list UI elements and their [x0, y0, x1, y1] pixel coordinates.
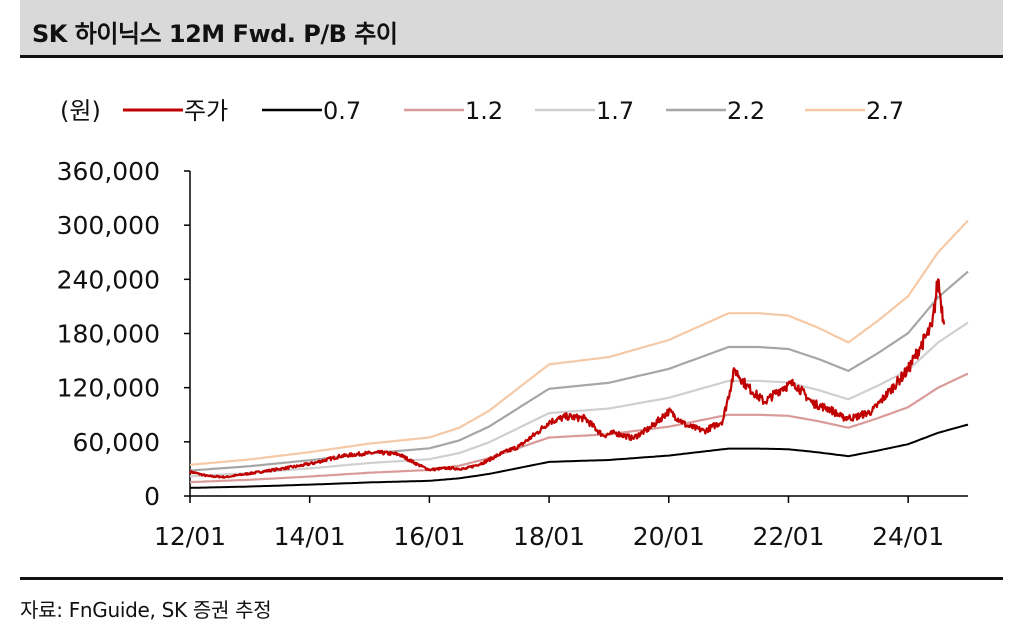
legend-label-1.2: 1.2: [465, 97, 503, 125]
x-axis: 12/01 14/01 16/01 18/01 20/01 22/01 24/01: [154, 495, 968, 551]
y-tick-label: 180,000: [57, 320, 160, 349]
y-tick-label: 120,000: [57, 374, 160, 403]
price-line: [189, 278, 946, 479]
x-tick-label: 22/01: [752, 522, 824, 551]
title-bar: SK 하이닉스 12M Fwd. P/B 추이: [20, 0, 1003, 58]
x-tick-label: 20/01: [633, 522, 705, 551]
x-tick-label: 24/01: [872, 522, 944, 551]
x-tick-label: 16/01: [393, 522, 465, 551]
band-line-2.7: [189, 219, 969, 466]
price-line-group: [189, 278, 946, 479]
legend-label-2.2: 2.2: [727, 97, 765, 125]
legend-label-0.7: 0.7: [323, 97, 361, 125]
band-line-1.2: [189, 372, 969, 484]
x-tick-label: 14/01: [274, 522, 346, 551]
y-axis: 0 60,000 120,000 180,000 240,000 300,000 360,0…: [57, 157, 191, 511]
y-tick-label: 300,000: [57, 211, 160, 240]
band-line-2.2: [189, 270, 969, 472]
legend-label-2.7: 2.7: [866, 97, 904, 125]
page-title: SK 하이닉스 12M Fwd. P/B 추이: [32, 20, 398, 48]
y-tick-label: 0: [144, 482, 160, 511]
legend-unit: (원): [60, 97, 101, 125]
y-tick-label: 360,000: [57, 157, 160, 186]
source-note: 자료: FnGuide, SK 증권 추정: [20, 598, 272, 622]
band-line-0.7: [189, 423, 969, 489]
x-tick-label: 18/01: [513, 522, 585, 551]
y-tick-label: 240,000: [57, 265, 160, 294]
y-tick-label: 60,000: [73, 428, 160, 457]
band-line-1.7: [189, 321, 969, 478]
footer-divider: [20, 577, 1003, 580]
x-tick-label: 12/01: [154, 522, 226, 551]
pb-band-lines: [189, 219, 969, 489]
chart-legend: (원) 주가 0.7 1.2 1.7 2.2 2.7: [60, 97, 904, 125]
legend-label-주가: 주가: [184, 97, 228, 125]
legend-label-1.7: 1.7: [596, 97, 634, 125]
